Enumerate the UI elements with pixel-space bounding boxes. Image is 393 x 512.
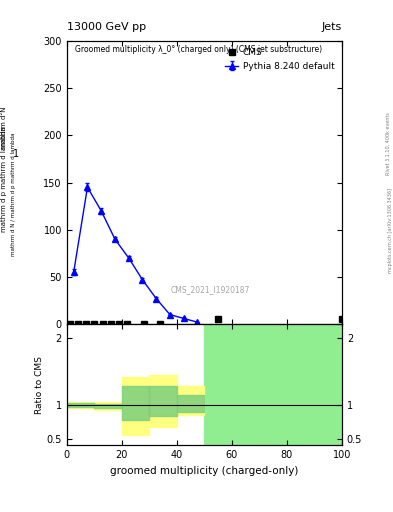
- Text: Rivet 3.1.10, 400k events: Rivet 3.1.10, 400k events: [386, 112, 391, 175]
- Line: CMS: CMS: [67, 316, 345, 327]
- Legend: CMS, Pythia 8.240 default: CMS, Pythia 8.240 default: [222, 46, 338, 73]
- CMS: [158, 321, 163, 327]
- Y-axis label: Ratio to CMS: Ratio to CMS: [35, 356, 44, 414]
- Text: mathrm d N / mathrm d p mathrm d lambda: mathrm d N / mathrm d p mathrm d lambda: [11, 133, 16, 257]
- CMS: [84, 321, 88, 327]
- CMS: [92, 321, 97, 327]
- Text: CMS_2021_I1920187: CMS_2021_I1920187: [170, 286, 250, 294]
- CMS: [141, 321, 146, 327]
- CMS: [67, 321, 72, 327]
- CMS: [340, 316, 344, 323]
- CMS: [108, 321, 113, 327]
- CMS: [100, 321, 105, 327]
- CMS: [216, 316, 220, 323]
- CMS: [125, 321, 130, 327]
- Text: mathrm d²N: mathrm d²N: [1, 106, 7, 150]
- Text: 1: 1: [13, 148, 19, 159]
- Text: mcplots.cern.ch [arXiv:1306.3436]: mcplots.cern.ch [arXiv:1306.3436]: [387, 188, 393, 273]
- Text: Jets: Jets: [321, 23, 342, 32]
- Text: mathrm d p mathrm d lambda: mathrm d p mathrm d lambda: [1, 126, 7, 232]
- Text: 13000 GeV pp: 13000 GeV pp: [67, 23, 146, 32]
- Bar: [204, 324, 342, 445]
- Text: Groomed multiplicity λ_0° (charged only) (CMS jet substructure): Groomed multiplicity λ_0° (charged only)…: [75, 45, 322, 54]
- X-axis label: groomed multiplicity (charged-only): groomed multiplicity (charged-only): [110, 466, 299, 476]
- CMS: [117, 321, 121, 327]
- CMS: [75, 321, 80, 327]
